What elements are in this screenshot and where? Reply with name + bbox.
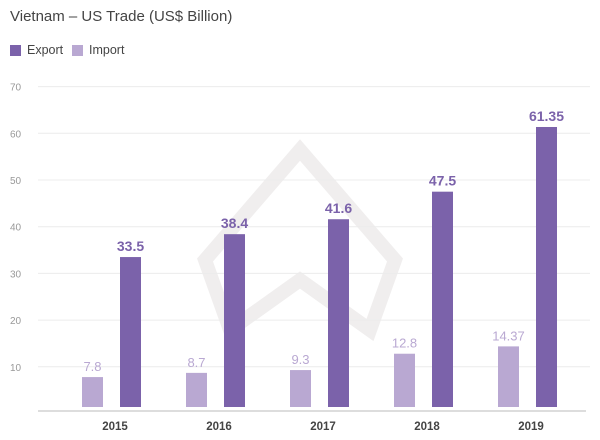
y-tick-label: 60 [10, 129, 22, 140]
bar-import-2017 [290, 370, 311, 407]
bar-export-2016 [224, 234, 245, 407]
legend-label-export: Export [27, 43, 64, 57]
bar-export-2015 [120, 257, 141, 407]
data-label-import: 7.8 [83, 359, 101, 374]
x-tick-label: 2019 [518, 421, 544, 433]
data-label-import: 9.3 [291, 352, 309, 367]
chart-title: Vietnam – US Trade (US$ Billion) [10, 8, 233, 25]
x-tick-label: 2015 [102, 421, 128, 433]
y-tick-label: 70 [10, 83, 22, 94]
legend-swatch-export [10, 44, 21, 56]
y-tick-label: 30 [10, 269, 22, 280]
bar-import-2018 [394, 353, 415, 407]
data-label-import: 8.7 [187, 355, 205, 370]
data-label-export: 33.5 [117, 238, 144, 254]
y-tick-label: 10 [10, 363, 22, 374]
x-tick-label: 2016 [206, 421, 232, 433]
data-label-export: 61.35 [529, 108, 564, 124]
bar-export-2018 [432, 191, 453, 407]
legend-swatch-import [72, 44, 83, 56]
legend-export: Export [10, 43, 63, 57]
legend-label-import: Import [89, 43, 125, 57]
y-tick-label: 50 [10, 176, 22, 187]
legend-import: Import [72, 43, 124, 57]
watermark-logo [197, 139, 403, 342]
bar-import-2015 [82, 377, 103, 407]
data-label-import: 14.37 [492, 328, 525, 343]
data-label-export: 41.6 [325, 200, 352, 216]
data-label-import: 12.8 [392, 336, 417, 351]
bar-import-2019 [498, 346, 519, 407]
data-label-export: 38.4 [221, 215, 248, 231]
data-label-export: 47.5 [429, 173, 456, 189]
bar-export-2017 [328, 219, 349, 407]
x-tick-label: 2017 [310, 421, 336, 433]
y-tick-label: 20 [10, 316, 22, 327]
y-tick-label: 40 [10, 223, 22, 234]
x-tick-label: 2018 [414, 421, 440, 433]
bar-import-2016 [186, 372, 207, 407]
bar-export-2019 [536, 126, 557, 408]
